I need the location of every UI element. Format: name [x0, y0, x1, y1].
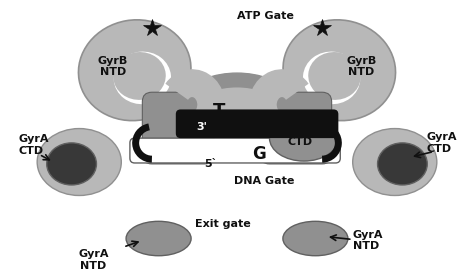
- FancyBboxPatch shape: [260, 92, 332, 164]
- Text: Exit gate: Exit gate: [195, 219, 251, 229]
- Text: G: G: [252, 145, 266, 163]
- Ellipse shape: [37, 128, 121, 196]
- Ellipse shape: [126, 221, 191, 256]
- Ellipse shape: [308, 52, 361, 100]
- Ellipse shape: [47, 143, 96, 185]
- FancyBboxPatch shape: [176, 109, 338, 138]
- FancyBboxPatch shape: [142, 92, 214, 164]
- Text: GyrA
NTD: GyrA NTD: [353, 230, 383, 251]
- Text: ATP Gate: ATP Gate: [237, 11, 294, 21]
- Ellipse shape: [378, 143, 427, 185]
- Ellipse shape: [79, 20, 191, 121]
- Text: 5`: 5`: [205, 159, 218, 169]
- Text: GyrB
NTD: GyrB NTD: [346, 56, 376, 77]
- Wedge shape: [180, 112, 294, 164]
- Ellipse shape: [270, 115, 338, 161]
- Text: T: T: [213, 102, 225, 120]
- Ellipse shape: [283, 20, 395, 121]
- Ellipse shape: [211, 187, 263, 227]
- Text: GyrA
CTD: GyrA CTD: [426, 132, 457, 154]
- Text: GyrA
NTD: GyrA NTD: [78, 249, 109, 271]
- Text: GyrA
CTD: GyrA CTD: [18, 134, 48, 156]
- Ellipse shape: [303, 52, 360, 104]
- Text: 3': 3': [196, 122, 207, 132]
- Text: DNA Gate: DNA Gate: [234, 176, 294, 186]
- Wedge shape: [145, 73, 329, 148]
- Wedge shape: [143, 73, 331, 160]
- Ellipse shape: [283, 221, 348, 256]
- Text: GyrB
NTD: GyrB NTD: [98, 56, 128, 77]
- Ellipse shape: [113, 52, 166, 100]
- Ellipse shape: [114, 52, 171, 104]
- Text: GyrB
CTD: GyrB CTD: [285, 125, 315, 147]
- Ellipse shape: [353, 128, 437, 196]
- FancyBboxPatch shape: [130, 138, 340, 163]
